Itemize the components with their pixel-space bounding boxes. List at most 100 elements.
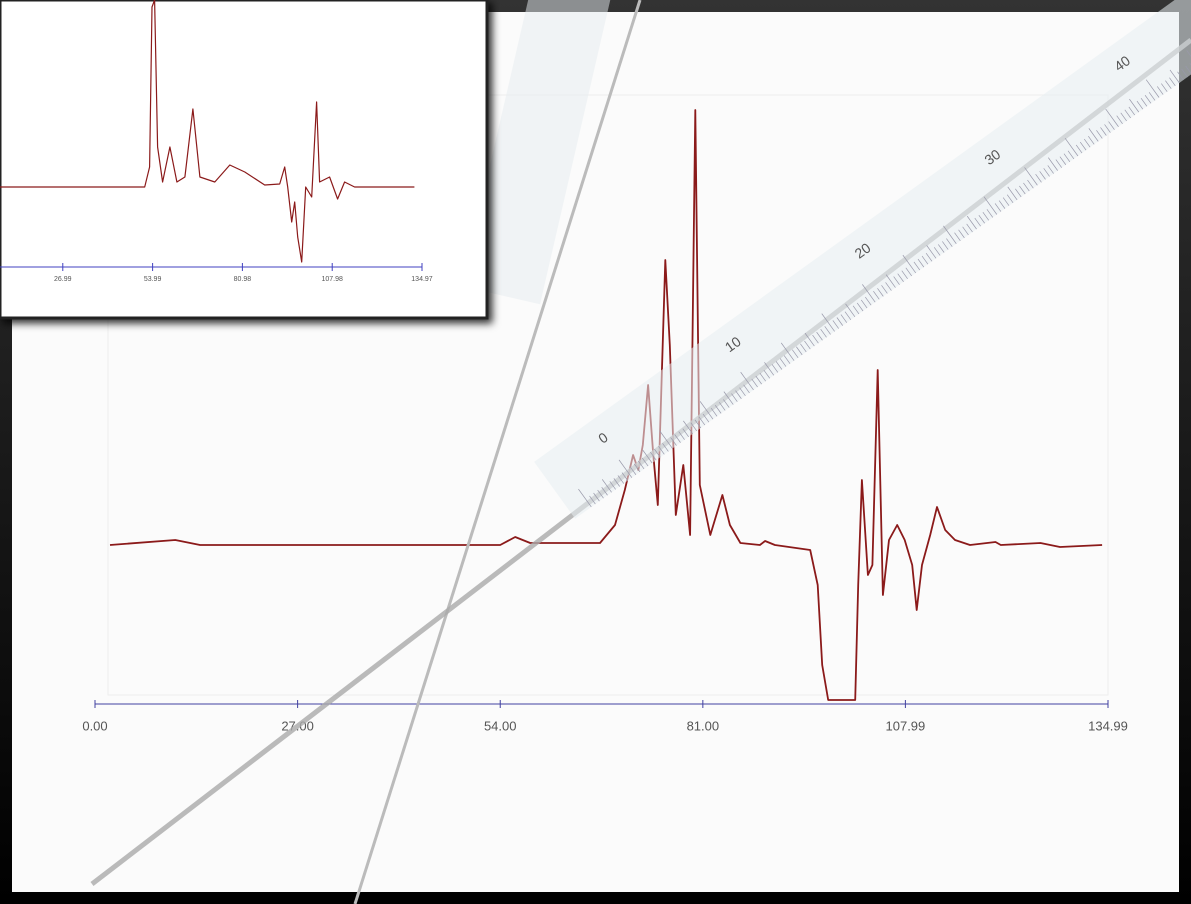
ruler-tick xyxy=(954,232,961,242)
ruler-tick xyxy=(775,361,783,370)
ruler-tick xyxy=(812,334,819,344)
ruler-tick xyxy=(1161,83,1168,92)
ruler-tick xyxy=(601,479,612,493)
ruler-tick xyxy=(1165,80,1172,89)
ruler-tick xyxy=(699,401,714,420)
ruler-tick xyxy=(840,314,848,323)
ruler-tick xyxy=(1177,71,1184,81)
ruler-tick xyxy=(893,276,900,285)
ruler-tick xyxy=(662,443,669,452)
ruler-tick xyxy=(1169,77,1176,86)
ruler-tick xyxy=(1047,165,1054,174)
ruler-tick xyxy=(1124,109,1131,119)
ruler-tick xyxy=(1186,50,1191,69)
ruler-tick xyxy=(740,371,754,391)
ruler-tick xyxy=(905,267,912,277)
ruler-tick xyxy=(1002,197,1010,206)
ruler-tick xyxy=(783,355,791,364)
ruler-tick xyxy=(1019,185,1026,195)
ruler-tick xyxy=(792,349,799,359)
ruler-tick xyxy=(1145,79,1160,98)
inset-chart: 26.99 53.99 80.98 107.98 134.97 xyxy=(0,0,433,283)
ruler-tick xyxy=(1079,141,1087,151)
ruler-tick xyxy=(1088,128,1099,142)
ruler-tick xyxy=(779,358,787,367)
ruler-tick xyxy=(1088,135,1095,145)
ruler-tick xyxy=(978,214,985,224)
ruler-tick xyxy=(650,451,657,461)
ruler-tick xyxy=(621,472,629,481)
ruler-tick xyxy=(856,302,864,312)
ruler-tick xyxy=(1120,112,1127,122)
ruler-tick xyxy=(820,329,827,338)
ruler-tick xyxy=(885,274,896,288)
ruler-tick xyxy=(714,405,722,414)
ruler-tick xyxy=(723,399,730,408)
ruler-tick xyxy=(1169,69,1180,84)
ruler-tick xyxy=(1104,124,1111,133)
ruler-tick xyxy=(974,217,981,227)
ruler-tick xyxy=(771,364,779,373)
ruler-tick xyxy=(763,369,771,379)
ruler-tick xyxy=(1181,68,1188,78)
ruler-tick xyxy=(589,495,596,505)
ruler-tick xyxy=(1015,188,1022,198)
x-tick-label: 54.00 xyxy=(484,718,517,733)
ruler-tick xyxy=(1007,186,1018,201)
ruler-tick xyxy=(844,311,852,320)
ruler-tick xyxy=(618,459,633,478)
ruler-tick xyxy=(1067,150,1075,160)
ruler-tick xyxy=(925,252,933,262)
ruler-tick xyxy=(994,203,1002,212)
ruler-tick xyxy=(1096,130,1103,139)
ruler-tick xyxy=(601,486,608,496)
ruler-tick xyxy=(613,478,620,487)
ruler-tick xyxy=(642,449,653,464)
ruler-tick xyxy=(678,431,685,440)
ruler-tick xyxy=(917,258,925,268)
ruler-tick xyxy=(1083,138,1091,148)
ruler-tick xyxy=(694,419,702,429)
ruler-tick xyxy=(609,481,616,490)
ruler-tick xyxy=(641,457,649,467)
ruler-tick xyxy=(1128,106,1136,116)
ruler-tick xyxy=(578,488,592,508)
ruler-tick xyxy=(723,391,734,405)
x-tick-label: 26.99 xyxy=(54,276,72,283)
ruler-tick xyxy=(1100,127,1107,136)
ruler-tick xyxy=(942,241,949,250)
ruler-tick xyxy=(719,402,726,411)
ruler-tick xyxy=(800,343,807,353)
ruler-tick xyxy=(1129,98,1140,113)
ruler-tick xyxy=(832,320,839,329)
ruler-tick xyxy=(1116,115,1123,125)
ruler-tick xyxy=(710,407,718,417)
ruler-tick xyxy=(1136,100,1144,110)
ruler-tick xyxy=(735,390,742,399)
ruler-tick xyxy=(658,446,665,455)
ruler-tick xyxy=(1063,153,1071,163)
x-tick-label: 107.98 xyxy=(322,276,344,283)
ruler-tick xyxy=(780,342,795,361)
x-tick-label: 0.00 xyxy=(82,718,107,733)
ruler-tick xyxy=(1064,137,1079,157)
ruler-tick xyxy=(897,273,904,282)
ruler-tick xyxy=(921,255,929,265)
ruler-tick xyxy=(885,282,892,291)
ruler-tick xyxy=(751,378,758,388)
x-tick-label: 134.99 xyxy=(1088,718,1128,733)
ruler-tick xyxy=(1108,121,1115,130)
ruler-tick xyxy=(739,387,746,397)
x-tick-label: 107.99 xyxy=(886,718,926,733)
ruler-tick xyxy=(982,212,990,221)
ruler-tick xyxy=(637,460,645,470)
ruler-body xyxy=(534,0,1191,519)
ruler-tick xyxy=(1023,182,1030,192)
ruler-tick xyxy=(983,196,998,215)
ruler-tick xyxy=(1144,95,1152,104)
ruler-tick xyxy=(933,247,941,256)
ruler-tick xyxy=(633,463,641,473)
ruler-tick xyxy=(1027,179,1034,189)
ruler-tick xyxy=(1048,157,1058,171)
ruler-tick xyxy=(821,313,835,332)
